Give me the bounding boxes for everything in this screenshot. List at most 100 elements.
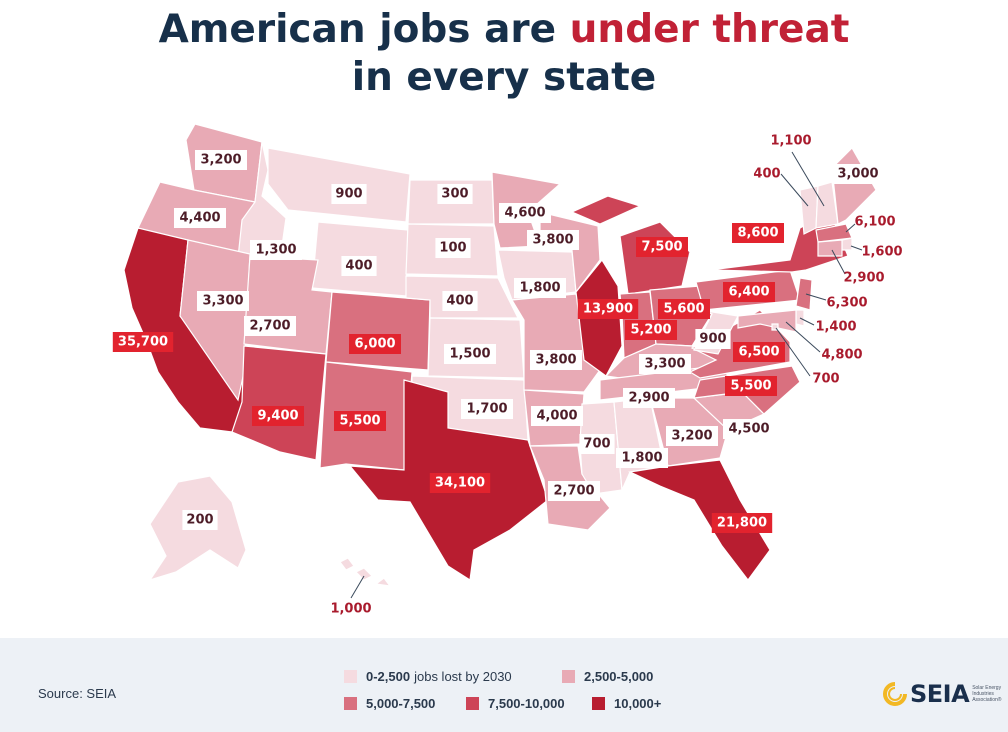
legend-item-10000-plus: 10,000+ [592, 696, 665, 711]
state-value-nj: 6,300 [826, 296, 867, 311]
state-value-nd: 300 [441, 187, 468, 202]
state-label-ut: 2,700 [244, 316, 296, 336]
state-label-co: 6,000 [349, 334, 401, 354]
state-label-tx: 34,100 [429, 473, 491, 493]
state-value-nm: 5,500 [339, 414, 380, 429]
state-value-id: 1,300 [255, 243, 296, 258]
logo-wordmark: SEIA [910, 680, 970, 708]
state-value-nh: 1,100 [770, 134, 811, 149]
title-accent: under threat [569, 7, 850, 52]
state-label-box [112, 332, 174, 352]
state-label-wy: 400 [341, 256, 377, 276]
legend-range: 5,000-7,500 [366, 696, 436, 711]
state-label-box [695, 329, 731, 349]
state-label-ca: 35,700 [112, 332, 174, 352]
state-label-wa: 3,200 [195, 150, 247, 170]
legend-range: 7,500-10,000 [488, 696, 565, 711]
state-value-ky: 3,300 [644, 357, 685, 372]
legend-item-2500-5000: 2,500-5,000 [562, 669, 657, 684]
legend-swatch-2500-5000 [562, 670, 575, 683]
state-value-sc: 4,500 [728, 422, 769, 437]
legend-range: 10,000+ [614, 696, 662, 711]
state-label-ms: 700 [579, 434, 615, 454]
leader-line-nj [805, 293, 827, 301]
state-label-box [244, 316, 296, 336]
leader-line-de [799, 317, 815, 326]
state-value-ri: 1,600 [861, 245, 902, 260]
state-value-wv: 900 [699, 332, 726, 347]
state-label-box [616, 448, 668, 468]
state-label-box [625, 320, 677, 340]
leader-line-hi [350, 575, 365, 599]
state-label-ny: 8,600 [732, 223, 784, 243]
state-value-la: 2,700 [553, 484, 594, 499]
state-label-in: 5,200 [625, 320, 677, 340]
state-label-mi: 7,500 [636, 237, 688, 257]
state-label-box [636, 237, 688, 257]
state-value-il: 13,900 [583, 302, 633, 317]
state-label-nd: 300 [437, 184, 473, 204]
state-value-wi: 3,800 [532, 233, 573, 248]
logo-tagline: Solar Energy Industries Association® [972, 685, 1002, 703]
state-label-box [530, 350, 582, 370]
state-label-box [174, 208, 226, 228]
sun-logo-icon [883, 682, 907, 706]
state-value-sd: 100 [439, 241, 466, 256]
state-label-box [250, 240, 302, 260]
leader-line-ri [850, 245, 863, 251]
state-label-vt: 400 [753, 167, 780, 182]
state-label-box [499, 203, 551, 223]
state-label-mn: 4,600 [499, 203, 551, 223]
state-value-de: 1,400 [815, 320, 856, 335]
state-label-oh: 5,600 [658, 299, 710, 319]
state-label-mt: 900 [331, 184, 367, 204]
leader-line-nh [791, 151, 825, 207]
state-label-box [435, 238, 471, 258]
state-label-wi: 3,800 [527, 230, 579, 250]
state-label-box [331, 184, 367, 204]
state-label-tn: 2,900 [623, 388, 675, 408]
state-label-box [832, 164, 884, 184]
state-shape-ct [817, 239, 843, 257]
state-label-ks: 1,500 [444, 344, 496, 364]
state-label-nh: 1,100 [770, 134, 811, 149]
state-shape-fl [627, 459, 771, 582]
state-shape-mi [570, 195, 691, 295]
state-label-la: 2,700 [548, 481, 600, 501]
state-label-box [349, 334, 401, 354]
state-label-ne: 400 [442, 291, 478, 311]
state-value-ia: 1,800 [519, 281, 560, 296]
state-shape-ri [841, 237, 853, 251]
us-state-map: 3,200 4,400 35,700 1,300 3,300 900 400 2,700 9,4… [112, 123, 903, 617]
state-value-me: 3,000 [837, 167, 878, 182]
state-value-az: 9,400 [257, 409, 298, 424]
state-label-al: 1,800 [616, 448, 668, 468]
state-label-nm: 5,500 [334, 411, 386, 431]
state-label-il: 13,900 [577, 299, 639, 319]
state-label-ar: 4,000 [531, 406, 583, 426]
state-shape-nj [795, 277, 813, 311]
state-label-hi: 1,000 [330, 602, 371, 617]
state-label-box [527, 230, 579, 250]
state-label-box [461, 399, 513, 419]
state-shape-me [831, 147, 877, 225]
state-label-box [723, 419, 775, 439]
state-value-wy: 400 [345, 259, 372, 274]
state-label-box [548, 481, 600, 501]
state-label-me: 3,000 [832, 164, 884, 184]
state-label-box [579, 434, 615, 454]
state-value-ms: 700 [583, 437, 610, 452]
state-label-box [252, 406, 304, 426]
state-label-box [197, 291, 249, 311]
state-value-ct: 2,900 [843, 271, 884, 286]
state-label-md: 4,800 [821, 348, 862, 363]
state-value-al: 1,800 [621, 451, 662, 466]
legend-range: 2,500-5,000 [584, 669, 654, 684]
state-value-mi: 7,500 [641, 240, 682, 255]
seia-logo: SEIA Solar Energy Industries Association… [882, 680, 1008, 708]
legend-swatch-7500-10000 [466, 697, 479, 710]
state-label-mo: 3,800 [530, 350, 582, 370]
state-label-box [341, 256, 377, 276]
page-title-line1: American jobs are under threat [0, 6, 1008, 54]
leader-line-ct [831, 249, 846, 275]
